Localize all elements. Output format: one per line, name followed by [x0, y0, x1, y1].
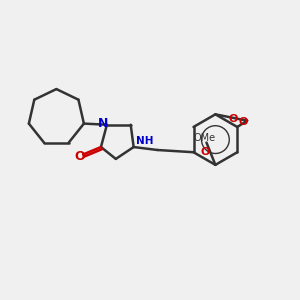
Text: O: O — [201, 147, 210, 157]
Text: O: O — [239, 117, 248, 127]
Text: N: N — [98, 117, 108, 130]
Text: O: O — [228, 114, 237, 124]
Text: NH: NH — [136, 136, 153, 146]
Text: OMe: OMe — [194, 133, 216, 143]
Text: O: O — [74, 150, 85, 163]
